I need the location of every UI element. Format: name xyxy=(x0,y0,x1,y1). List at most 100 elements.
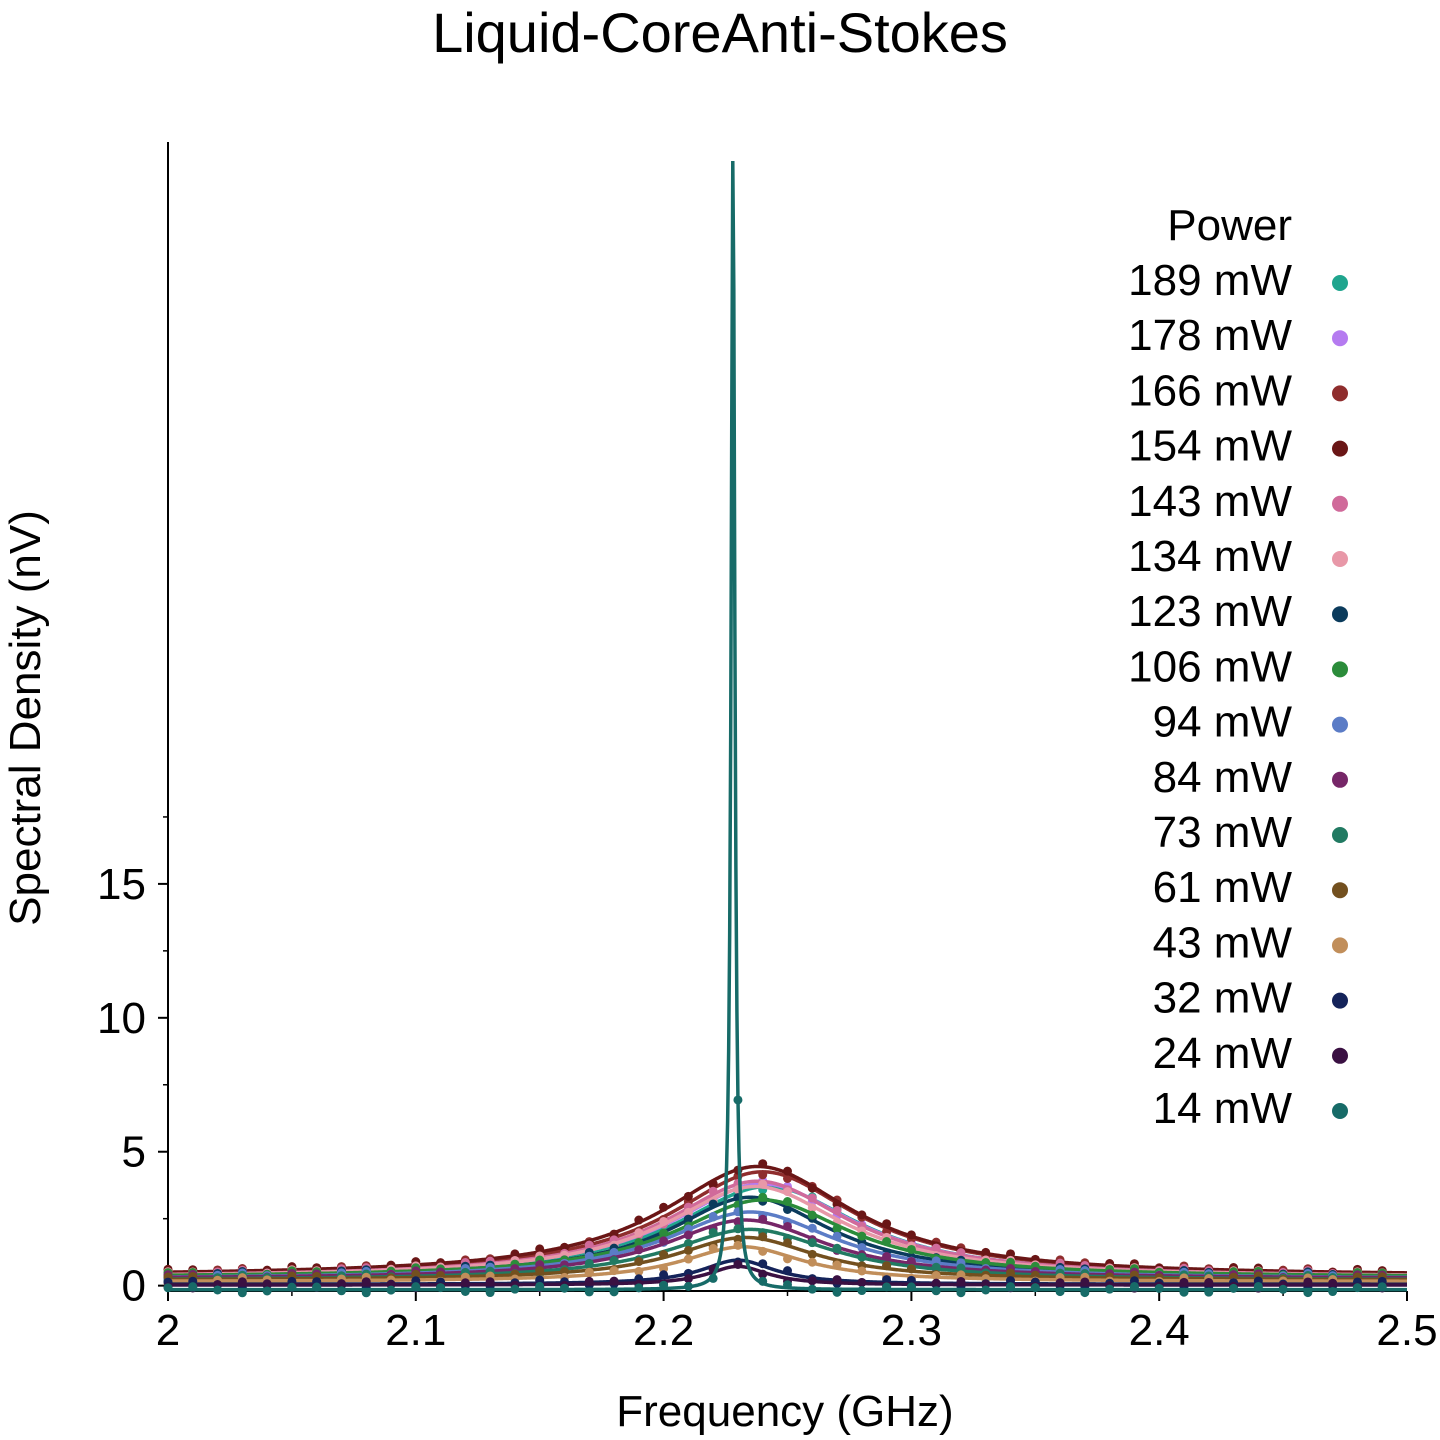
x-tick-label: 2.3 xyxy=(881,1306,942,1355)
data-point xyxy=(758,1259,768,1269)
data-point xyxy=(287,1282,297,1292)
data-point xyxy=(683,1254,693,1264)
data-point xyxy=(956,1288,966,1298)
data-point xyxy=(783,1197,792,1207)
data-point xyxy=(609,1287,619,1297)
data-point xyxy=(783,1238,792,1248)
data-point xyxy=(857,1252,867,1262)
data-point xyxy=(683,1207,693,1217)
data-point xyxy=(1377,1282,1387,1292)
data-point xyxy=(857,1231,867,1241)
data-point xyxy=(163,1283,173,1293)
data-point xyxy=(1352,1283,1362,1293)
data-point xyxy=(683,1214,693,1224)
data-point xyxy=(386,1285,396,1295)
data-point xyxy=(931,1278,941,1288)
data-point xyxy=(213,1285,223,1295)
data-point xyxy=(1006,1249,1016,1259)
data-point xyxy=(411,1269,421,1279)
legend-marker xyxy=(1332,1103,1348,1119)
legend-label: 178 mW xyxy=(1128,311,1292,360)
data-point xyxy=(1006,1257,1016,1267)
data-point xyxy=(708,1273,718,1283)
data-point xyxy=(708,1244,718,1254)
data-point xyxy=(659,1217,669,1226)
data-point xyxy=(708,1211,718,1221)
data-point xyxy=(783,1166,792,1176)
data-point xyxy=(584,1240,594,1250)
data-point xyxy=(882,1275,892,1285)
data-point xyxy=(906,1282,916,1292)
data-point xyxy=(460,1278,470,1288)
data-point xyxy=(634,1215,644,1225)
data-point xyxy=(783,1187,792,1197)
data-point xyxy=(1253,1281,1263,1291)
data-point xyxy=(758,1232,768,1242)
data-point xyxy=(683,1274,693,1284)
data-point xyxy=(882,1219,892,1229)
data-point xyxy=(807,1284,817,1294)
x-tick-label: 2.5 xyxy=(1376,1306,1437,1355)
legend-title: Power xyxy=(1167,201,1292,250)
data-point xyxy=(659,1250,669,1260)
data-point xyxy=(634,1266,644,1276)
legend-item: 43 mW xyxy=(1153,918,1348,967)
data-point xyxy=(659,1270,669,1280)
legend-item: 14 mW xyxy=(1153,1084,1348,1133)
data-point xyxy=(634,1237,644,1247)
legend-label: 73 mW xyxy=(1153,808,1293,857)
data-point xyxy=(758,1276,768,1286)
data-point xyxy=(708,1186,718,1196)
legend-item: 94 mW xyxy=(1153,698,1348,747)
data-point xyxy=(584,1287,594,1297)
data-point xyxy=(758,1170,768,1180)
data-point xyxy=(1030,1283,1040,1293)
data-point xyxy=(807,1223,817,1233)
data-point xyxy=(758,1159,768,1169)
data-point xyxy=(807,1210,817,1220)
legend-marker xyxy=(1332,330,1348,347)
data-point xyxy=(882,1237,892,1247)
data-point xyxy=(882,1261,892,1271)
data-point xyxy=(584,1267,594,1277)
data-point xyxy=(1080,1288,1090,1298)
data-point xyxy=(832,1224,842,1234)
data-point xyxy=(237,1288,247,1298)
series-layer xyxy=(163,161,1408,1298)
data-point xyxy=(609,1256,619,1266)
data-point xyxy=(683,1230,693,1240)
legend-marker xyxy=(1332,937,1348,954)
data-point xyxy=(956,1248,966,1258)
data-point xyxy=(1278,1284,1288,1294)
data-point xyxy=(1080,1277,1090,1287)
legend-item: 73 mW xyxy=(1153,808,1348,857)
data-point xyxy=(783,1173,792,1183)
data-point xyxy=(857,1286,867,1296)
data-point xyxy=(510,1284,520,1294)
data-point xyxy=(1055,1287,1065,1297)
data-point xyxy=(906,1230,916,1240)
legend-marker xyxy=(1332,385,1348,402)
x-axis: 2 2.1 2.2 2.3 2.4 2.5 xyxy=(156,1290,1438,1355)
data-point xyxy=(956,1270,966,1280)
data-point xyxy=(1204,1287,1214,1297)
data-point xyxy=(906,1244,916,1254)
data-point xyxy=(857,1266,867,1276)
data-point xyxy=(609,1247,619,1257)
y-tick-label: 0 xyxy=(122,1262,146,1311)
data-point xyxy=(1179,1277,1189,1287)
data-point xyxy=(659,1263,669,1273)
legend-item: 166 mW xyxy=(1128,366,1348,415)
data-point xyxy=(1229,1283,1239,1293)
data-point xyxy=(634,1245,644,1255)
legend-marker xyxy=(1332,440,1348,457)
data-point xyxy=(1154,1283,1164,1293)
data-point xyxy=(584,1251,594,1261)
legend-marker xyxy=(1332,551,1348,567)
data-point xyxy=(1129,1281,1139,1291)
legend-label: 94 mW xyxy=(1153,698,1293,747)
data-point xyxy=(361,1288,371,1298)
data-point xyxy=(807,1238,817,1248)
legend-marker xyxy=(1332,827,1348,843)
data-point xyxy=(807,1257,817,1267)
